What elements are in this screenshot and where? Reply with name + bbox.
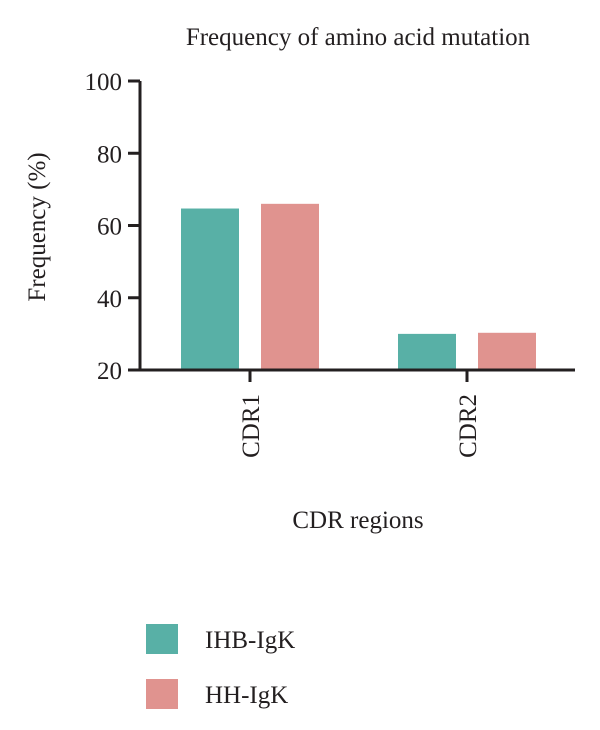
legend: IHB-IgK HH-IgK: [146, 624, 295, 709]
legend-swatch: [146, 624, 178, 654]
bar-IHB-IgK-CDR2: [398, 333, 456, 369]
y-tick-label: 20: [97, 358, 122, 385]
bar-HH-IgK-CDR2: [478, 332, 536, 369]
x-axis-label: CDR regions: [292, 507, 423, 534]
y-tick-label: 80: [97, 141, 122, 168]
chart-title: Frequency of amino acid mutation: [186, 24, 531, 51]
axes: 20 40 60 80 100: [85, 69, 575, 385]
bar-IHB-IgK-CDR1: [181, 208, 239, 369]
x-tick-labels: CDR1 CDR2: [238, 370, 482, 458]
x-tick-label: CDR1: [238, 394, 265, 458]
y-axis-label: Frequency (%): [24, 152, 51, 301]
legend-label: IHB-IgK: [205, 627, 295, 654]
bars: [181, 203, 536, 369]
bar-HH-IgK-CDR1: [261, 203, 319, 369]
legend-label: HH-IgK: [205, 682, 288, 709]
y-tick-label: 40: [97, 286, 122, 313]
y-tick-label: 100: [85, 69, 123, 96]
y-tick-label: 60: [97, 214, 122, 241]
x-tick-label: CDR2: [455, 394, 482, 458]
legend-swatch: [146, 679, 178, 709]
